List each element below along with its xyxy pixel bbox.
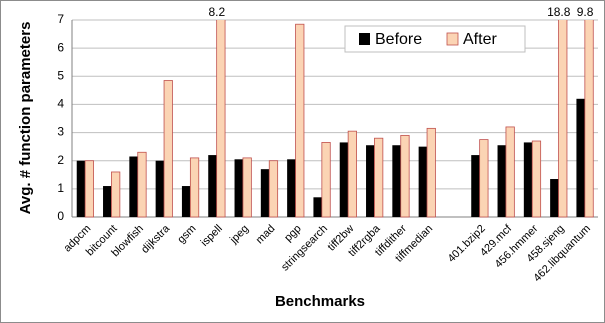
bars [76,20,594,218]
bar [418,146,428,217]
y-tick-label: 6 [57,40,64,54]
bar [426,127,436,218]
legend-label: After [463,31,497,48]
bar [479,139,489,218]
bar [216,20,226,218]
bar [103,186,112,217]
bar [295,23,305,218]
legend-swatch [446,32,459,46]
bar [137,151,147,218]
bar [347,130,357,218]
bar [208,155,217,217]
y-axis-title: Avg. # function parameters [17,22,34,215]
bar [531,140,542,218]
value-label: 8.2 [209,5,226,19]
bar [268,160,279,218]
bar [339,142,349,217]
bar [321,142,331,218]
value-label: 18.8 [547,5,571,19]
bar [374,137,384,218]
legend-swatch [359,33,370,45]
bar [523,142,533,217]
bar [400,134,410,218]
bar [242,157,252,218]
bar [129,156,138,217]
bar [163,80,173,218]
bar [155,160,165,217]
bar [392,145,401,217]
bar [550,179,559,217]
bar [471,155,480,217]
y-tick-label: 0 [57,209,64,223]
bar [366,145,375,217]
legend-label: Before [375,31,422,48]
y-tick-label: 7 [57,12,64,26]
bar [76,160,86,217]
bar [189,157,200,218]
legend-box [344,25,526,53]
bar [558,20,568,218]
bar [584,20,594,218]
bar [181,186,191,217]
bar [84,160,94,218]
bar [505,126,515,218]
bar [576,98,585,217]
bar [260,169,270,217]
y-tick-label: 2 [57,153,64,167]
y-tick-label: 4 [57,97,64,111]
y-tick-label: 5 [57,68,64,82]
value-label: 9.8 [577,5,594,19]
bar [234,159,243,217]
bar [313,197,322,217]
y-tick-label: 1 [57,181,64,195]
bar [287,159,296,217]
x-axis-title: Benchmarks [275,293,365,310]
bar [497,145,506,217]
y-tick-label: 3 [57,125,64,139]
bar [111,171,121,218]
